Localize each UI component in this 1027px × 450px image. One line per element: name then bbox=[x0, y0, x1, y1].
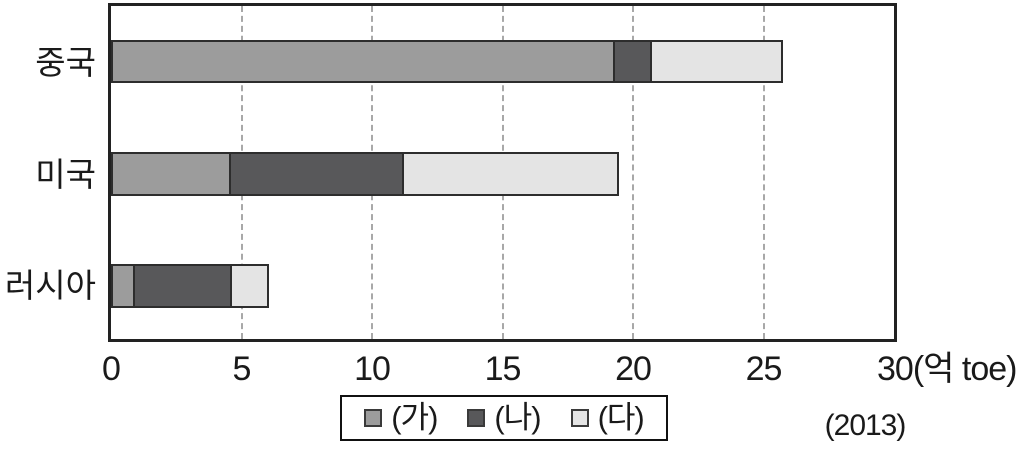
legend-swatch-da bbox=[570, 409, 589, 427]
legend-item-da: (다) bbox=[570, 400, 645, 435]
legend-swatch-ga bbox=[364, 409, 383, 427]
bar-row-1 bbox=[111, 40, 783, 83]
bar-row-2 bbox=[111, 152, 619, 196]
bar-segment bbox=[229, 152, 404, 196]
x-tick-label-5: 5 bbox=[232, 350, 252, 388]
legend-box: (가) (나) (다) bbox=[340, 395, 668, 441]
bar-segment bbox=[111, 40, 615, 83]
x-tick-label-15: 15 bbox=[484, 350, 522, 388]
legend-label-ga: (가) bbox=[391, 400, 438, 435]
bar-segment bbox=[612, 40, 652, 83]
gridline-25 bbox=[762, 6, 765, 339]
x-axis-unit-label: 30(억 toe) bbox=[877, 350, 1017, 388]
bar-segment bbox=[111, 264, 135, 308]
x-tick-label-10: 10 bbox=[354, 350, 391, 388]
x-tick-label-0: 0 bbox=[102, 350, 121, 388]
year-label: (2013) bbox=[824, 409, 907, 442]
bar-segment bbox=[111, 152, 232, 196]
bar-row-3 bbox=[111, 264, 269, 308]
legend-swatch-na bbox=[467, 409, 486, 427]
category-label-china: 중국 bbox=[35, 44, 96, 81]
gridline-20 bbox=[632, 6, 634, 339]
x-tick-label-20: 20 bbox=[615, 350, 652, 388]
category-label-russia: 러시아 bbox=[4, 267, 96, 304]
legend-label-na: (나) bbox=[494, 400, 541, 435]
bar-segment bbox=[229, 264, 269, 308]
category-label-usa: 미국 bbox=[35, 156, 96, 193]
bar-segment bbox=[649, 40, 783, 83]
x-tick-label-25: 25 bbox=[745, 350, 783, 388]
bar-segment bbox=[132, 264, 232, 308]
bar-segment bbox=[401, 152, 619, 196]
legend-label-da: (다) bbox=[597, 400, 645, 435]
plot-area bbox=[108, 3, 897, 342]
legend-item-ga: (가) bbox=[364, 400, 438, 435]
legend-item-na: (나) bbox=[467, 400, 542, 435]
